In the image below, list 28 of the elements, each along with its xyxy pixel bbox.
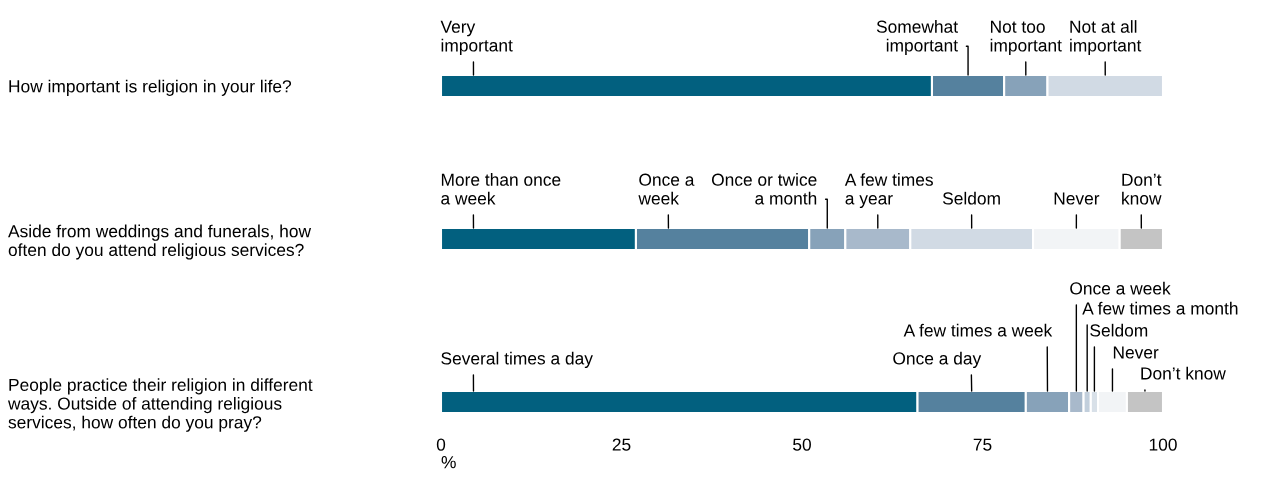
x-tick-label: 75 [973,438,992,451]
series-label: Somewhat important [876,20,958,55]
series-label: Don’t know [1141,366,1226,380]
series-label: Once a day [893,351,982,368]
series-label: Seldom [942,191,1000,205]
series-label: Not at all important [1070,20,1142,55]
y-tick-label: People practice their religion in different ways. Outside of attending religious services, how often do you pray? [7,378,313,432]
text: A few times a month [1082,301,1238,315]
x-tick-label: 0 [436,438,446,451]
x-tick-label: 50 [793,438,811,451]
y-tick-label: How important is religion in your life? [9,79,292,96]
x-tick-label: 25 [612,438,631,451]
series-label: Once a week [638,173,695,205]
text: A few times a week [903,323,1053,337]
series-label: A few times a year [844,173,933,208]
y-tick-label: Aside from weddings and funerals, how often do you attend religious services? [8,224,312,260]
series-label: Very important [440,20,513,55]
x-tick-label: 100 [1149,438,1177,451]
series-label: Don’t know [1122,173,1162,205]
series-label: Once or twice a month [711,173,817,205]
text: Once a week [1070,281,1171,295]
x-axis-title: % [441,456,456,469]
series-label: Not too important [990,20,1062,55]
series-label: Several times a day [441,351,593,368]
series-label: Never [1113,346,1159,359]
text: Seldom [1090,323,1148,337]
series-label: More than once a week [441,173,561,205]
series-label: Never [1054,192,1100,205]
